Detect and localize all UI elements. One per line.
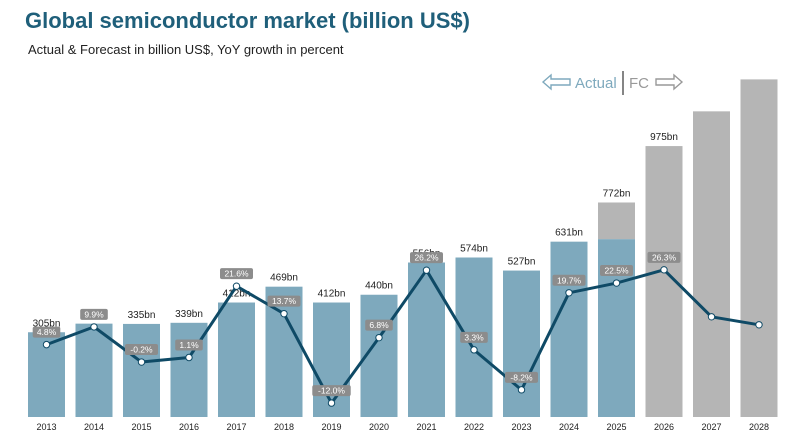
growth-point-2014: [90, 323, 98, 331]
growth-point-2027: [707, 313, 716, 321]
growth-label-bg-2015: [125, 344, 158, 356]
growth-point-2028: [755, 321, 763, 329]
arrow-left-icon: [541, 73, 571, 91]
x-tick-label-2017: 2017: [226, 422, 246, 432]
growth-point-2015: [137, 358, 146, 366]
growth-point-2019: [327, 399, 336, 407]
bar-value-label-2013: 305bn: [33, 318, 61, 329]
growth-label-2014: 9.9%: [84, 309, 104, 319]
bar-2027: [693, 111, 730, 417]
x-tick-label-2013: 2013: [36, 422, 56, 432]
x-tick-label-2025: 2025: [606, 422, 626, 432]
x-tick-label-2018: 2018: [274, 422, 294, 432]
growth-label-2024: 19.7%: [557, 275, 582, 285]
growth-point-2017: [232, 282, 241, 290]
growth-point-2018: [280, 309, 288, 318]
growth-label-bg-2016: [175, 339, 203, 351]
growth-label-2025: 22.5%: [604, 266, 629, 276]
x-tick-label-2016: 2016: [179, 422, 199, 432]
chart-subtitle: Actual & Forecast in billion US$, YoY gr…: [28, 42, 344, 57]
x-tick-label-2022: 2022: [464, 422, 484, 432]
growth-label-bg-2024: [552, 274, 586, 286]
x-tick-label-2027: 2027: [701, 422, 721, 432]
bar-value-label-2016: 339bn: [175, 309, 203, 320]
growth-point-2022: [470, 346, 478, 354]
bar-value-label-2017: 412bn: [223, 289, 251, 300]
growth-label-bg-2014: [80, 308, 108, 320]
growth-label-2019: -12.0%: [318, 386, 345, 396]
growth-label-2015: -0.2%: [130, 345, 153, 355]
growth-label-2018: 13.7%: [272, 296, 297, 306]
bar-2024: [550, 241, 588, 417]
x-tick-label-2021: 2021: [416, 422, 436, 432]
bar-value-label-2024: 631bn: [555, 228, 583, 239]
bar-2019: [313, 302, 350, 417]
x-tick-label-2026: 2026: [654, 422, 674, 432]
growth-label-bg-2020: [365, 319, 393, 331]
growth-point-2025: [612, 279, 621, 287]
growth-point-2023: [517, 386, 526, 394]
growth-point-2026: [660, 266, 668, 274]
x-tick-label-2015: 2015: [131, 422, 151, 432]
chart-title: Global semiconductor market (billion US$…: [25, 8, 470, 33]
growth-label-bg-2022: [460, 331, 488, 343]
bar-value-label-2019: 412bn: [318, 289, 346, 300]
legend-actual-label: Actual: [575, 75, 617, 92]
x-tick-label-2014: 2014: [84, 422, 104, 432]
bar-value-label-2015: 335bn: [128, 310, 156, 321]
growth-label-2017: 21.6%: [224, 269, 249, 279]
growth-label-bg-2026: [647, 251, 681, 263]
arrow-right-icon: [655, 73, 684, 91]
growth-line: [45, 268, 760, 405]
bar-2023: [503, 270, 540, 417]
x-tick-label-2023: 2023: [511, 422, 531, 432]
growth-label-bg-2023: [505, 371, 538, 383]
growth-label-bg-2013: [32, 326, 61, 338]
growth-label-bg-2019: [312, 385, 351, 397]
growth-label-2013: 4.8%: [37, 327, 57, 337]
bar-value-label-2025: 772bn: [603, 188, 631, 199]
legend: Actual FC: [541, 71, 684, 95]
growth-label-bg-2018: [267, 295, 301, 307]
bar-value-label-2026: 975bn: [650, 132, 678, 143]
growth-point-2024: [565, 289, 573, 297]
growth-line-series: 4.8% 9.9% -0.2% 1.1% 21.6% 13.7% -12.0% 6.8% 26.…: [32, 251, 763, 407]
bar-2015: [123, 323, 160, 417]
growth-point-2020: [375, 333, 383, 342]
bar-series: [28, 79, 778, 417]
growth-label-2021: 26.2%: [414, 253, 439, 263]
growth-point-2021: [422, 266, 431, 274]
growth-label-2026: 26.3%: [652, 252, 677, 262]
growth-point-2016: [185, 353, 193, 362]
growth-label-bg-2025: [600, 265, 633, 277]
bar-value-label-2023: 527bn: [508, 257, 536, 268]
growth-label-bg-2021: [410, 252, 443, 264]
bar-2025-forecast-part: [598, 202, 635, 240]
growth-label-2016: 1.1%: [179, 340, 199, 350]
bar-2028: [740, 79, 778, 417]
bar-value-label-2020: 440bn: [365, 281, 393, 292]
growth-point-2013: [42, 340, 51, 349]
bar-value-label-2022: 574bn: [460, 244, 488, 255]
growth-label-2022: 3.3%: [464, 332, 484, 342]
growth-label-bg-2017: [220, 268, 253, 280]
growth-label-2020: 6.8%: [369, 320, 389, 330]
growth-label-2023: -8.2%: [510, 372, 533, 382]
bar-value-label-2018: 469bn: [270, 273, 298, 284]
bar-2014: [75, 323, 113, 417]
x-axis: 2013 2014 2015 2016 2017 2018 2019 2020 2021 2022…: [36, 422, 769, 432]
x-tick-label-2024: 2024: [559, 422, 579, 432]
bar-2017: [218, 302, 255, 417]
bar-2018: [265, 286, 303, 417]
x-tick-label-2020: 2020: [369, 422, 389, 432]
bar-2021: [408, 262, 445, 417]
x-tick-label-2028: 2028: [749, 422, 769, 432]
legend-forecast-label: FC: [629, 75, 649, 92]
x-tick-label-2019: 2019: [321, 422, 341, 432]
